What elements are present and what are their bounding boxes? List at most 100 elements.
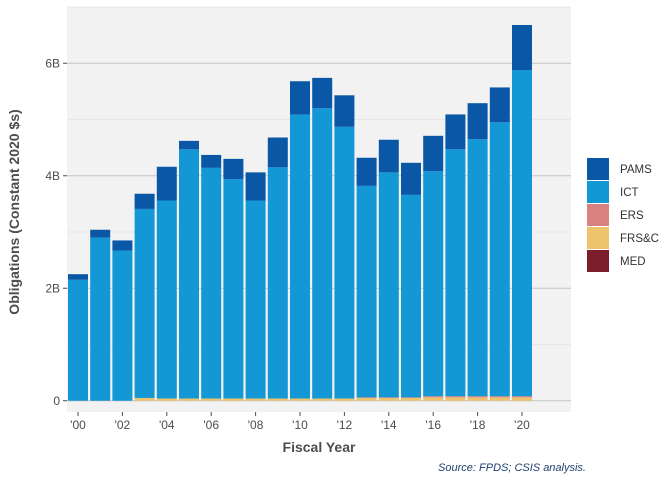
bar-segment-pams [68,274,88,280]
bar-segment-ict [378,172,399,398]
bar-segment-frs-c [401,397,421,401]
bar-segment-ict [223,179,244,399]
bar-segment-pams [290,81,310,115]
bar-segment-frs-c [356,397,377,401]
bar-segment-ict [445,149,466,397]
bar-segment-ict [401,194,421,398]
y-tick-label: 6B [45,56,60,70]
bar-segment-ers [512,396,532,398]
bar-segment-pams [223,158,244,180]
bar-segment-pams [356,157,377,186]
bar-segment-pams [156,166,177,201]
bar-segment-ict [201,167,222,399]
legend: PAMS ICT ERS FRS&C MED [587,158,659,272]
bar-segment-ict [112,250,133,401]
bar-segment-ict [245,200,266,399]
bar-segment-ict [290,114,310,399]
x-axis-ticks: '00 '02 '04 '06 '08 '10 '12 '14 '16 '18 '20 [70,412,530,432]
bar-segment-frs-c [179,398,199,401]
x-tick-label: '12 [337,418,353,432]
y-tick-label: 4B [45,169,60,183]
x-axis-title: Fiscal Year [283,439,356,455]
bar-segment-pams [179,140,199,150]
bar-segment-pams [245,172,266,201]
x-tick-label: '06 [203,418,219,432]
bar-segment-ers [356,397,377,398]
bar-segment-frs-c [512,397,532,401]
bar-segment-ict [179,149,199,399]
bar-segment-frs-c [445,397,466,401]
y-tick-label: 0 [53,394,60,408]
bar-segment-pams [90,229,111,238]
bar-segment-pams [512,25,532,70]
bar-segment-pams [334,95,355,127]
bar-segment-pams [467,103,488,140]
y-tick-label: 2B [45,281,60,295]
legend-label: ICT [620,187,639,199]
legend-key-ers [587,204,609,226]
bar-segment-pams [267,137,288,168]
legend-label: PAMS [620,164,652,176]
source-caption: Source: FPDS; CSIS analysis. [438,462,586,474]
bar-segment-frs-c [245,398,266,401]
bar-segment-frs-c [290,398,310,401]
bar-segment-ict [134,208,155,398]
legend-label: ERS [620,210,644,222]
bar-segment-ict [312,108,333,399]
bar-segment-pams [378,139,399,173]
bar-segment-ict [156,200,177,399]
bar-segment-frs-c [134,397,155,401]
bar-segment-pams [401,162,421,195]
bar-segment-pams [445,114,466,150]
bar-segment-ers [445,396,466,398]
bar-segment-frs-c [467,397,488,401]
legend-label: MED [620,256,646,268]
bar-segment-pams [201,154,222,168]
bar-segment-pams [112,240,133,251]
x-tick-label: '10 [292,418,308,432]
x-tick-label: '16 [425,418,441,432]
bar-segment-ers [401,397,421,398]
bar-segment-ict [356,185,377,398]
x-tick-label: '14 [381,418,397,432]
bar-segment-ers [489,396,510,398]
bar-segment-ers [467,396,488,398]
bar-segment-pams [423,135,444,172]
bar-segment-ers [378,397,399,398]
bar-segment-frs-c [201,398,222,401]
bar-segment-frs-c [223,398,244,401]
legend-label: FRS&C [620,233,659,245]
x-tick-label: '04 [159,418,175,432]
x-tick-label: '18 [470,418,486,432]
bar-segment-frs-c [378,397,399,401]
x-tick-label: '08 [248,418,264,432]
y-axis-ticks: 0 2B 4B 6B [45,56,67,408]
legend-key-med [587,250,609,272]
x-tick-label: '00 [70,418,86,432]
bar-segment-frs-c [489,397,510,401]
legend-key-frs-c [587,227,609,249]
bar-segment-pams [134,193,155,209]
bar-segment-frs-c [267,398,288,401]
legend-key-pams [587,158,609,180]
bar-segment-ict [68,279,88,401]
bar-segment-ict [90,237,111,401]
bar-segment-ict [267,167,288,399]
bar-segment-ict [489,122,510,397]
bar-segment-pams [312,77,333,109]
x-tick-label: '20 [514,418,530,432]
legend-key-ict [587,181,609,203]
bar-segment-ict [334,126,355,399]
x-tick-label: '02 [115,418,131,432]
bar-segment-frs-c [156,398,177,401]
bar-segment-ict [512,70,532,397]
bar-segment-ict [467,139,488,397]
bar-segment-frs-c [312,398,333,401]
y-axis-title: Obligations (Constant 2020 $s) [6,109,22,314]
bar-segment-pams [489,87,510,123]
bar-segment-frs-c [423,397,444,401]
bar-segment-ers [423,396,444,398]
bar-segment-frs-c [334,398,355,401]
